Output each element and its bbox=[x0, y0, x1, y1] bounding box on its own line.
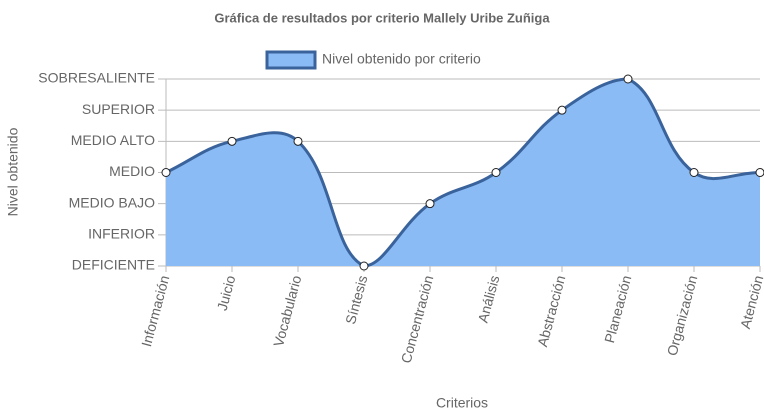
legend-swatch bbox=[265, 50, 317, 70]
x-tick-label: Organización bbox=[664, 274, 701, 358]
area bbox=[166, 79, 760, 266]
y-tick-label: SUPERIOR bbox=[82, 101, 155, 117]
y-axis-title: Nivel obtenido bbox=[5, 127, 21, 216]
x-tick-label: Información bbox=[138, 274, 172, 349]
point bbox=[755, 168, 764, 177]
point bbox=[623, 74, 633, 84]
y-tick-label: DEFICIENTE bbox=[72, 257, 155, 273]
x-tick-label: Planeación bbox=[601, 274, 634, 345]
x-tick-label: Vocabulario bbox=[270, 273, 304, 348]
x-tick-label: Concentración bbox=[398, 274, 437, 365]
point bbox=[557, 105, 567, 115]
chart-title: Gráfica de resultados por criterio Malle… bbox=[214, 10, 550, 25]
x-tick-label: Atención bbox=[737, 274, 764, 331]
y-tick-label: MEDIO bbox=[109, 163, 155, 179]
point bbox=[161, 168, 171, 177]
point bbox=[491, 168, 501, 177]
point bbox=[359, 261, 369, 271]
y-tick-label: MEDIO BAJO bbox=[69, 194, 155, 210]
x-tick-label: Análisis bbox=[475, 274, 503, 325]
y-tick-label: INFERIOR bbox=[88, 226, 155, 242]
legend-label: Nivel obtenido por criterio bbox=[322, 51, 481, 67]
y-tick-label: MEDIO ALTO bbox=[71, 132, 155, 148]
x-tick-label: Síntesis bbox=[342, 274, 370, 326]
point bbox=[425, 199, 435, 209]
point bbox=[689, 168, 699, 177]
x-tick-label: Juicio bbox=[214, 273, 239, 312]
x-tick-label: Abstracción bbox=[534, 274, 568, 349]
y-tick-label: SOBRESALIENTE bbox=[38, 70, 155, 86]
x-axis-title: Criterios bbox=[436, 395, 488, 411]
point bbox=[293, 136, 303, 146]
line bbox=[165, 77, 761, 268]
point bbox=[227, 136, 237, 146]
